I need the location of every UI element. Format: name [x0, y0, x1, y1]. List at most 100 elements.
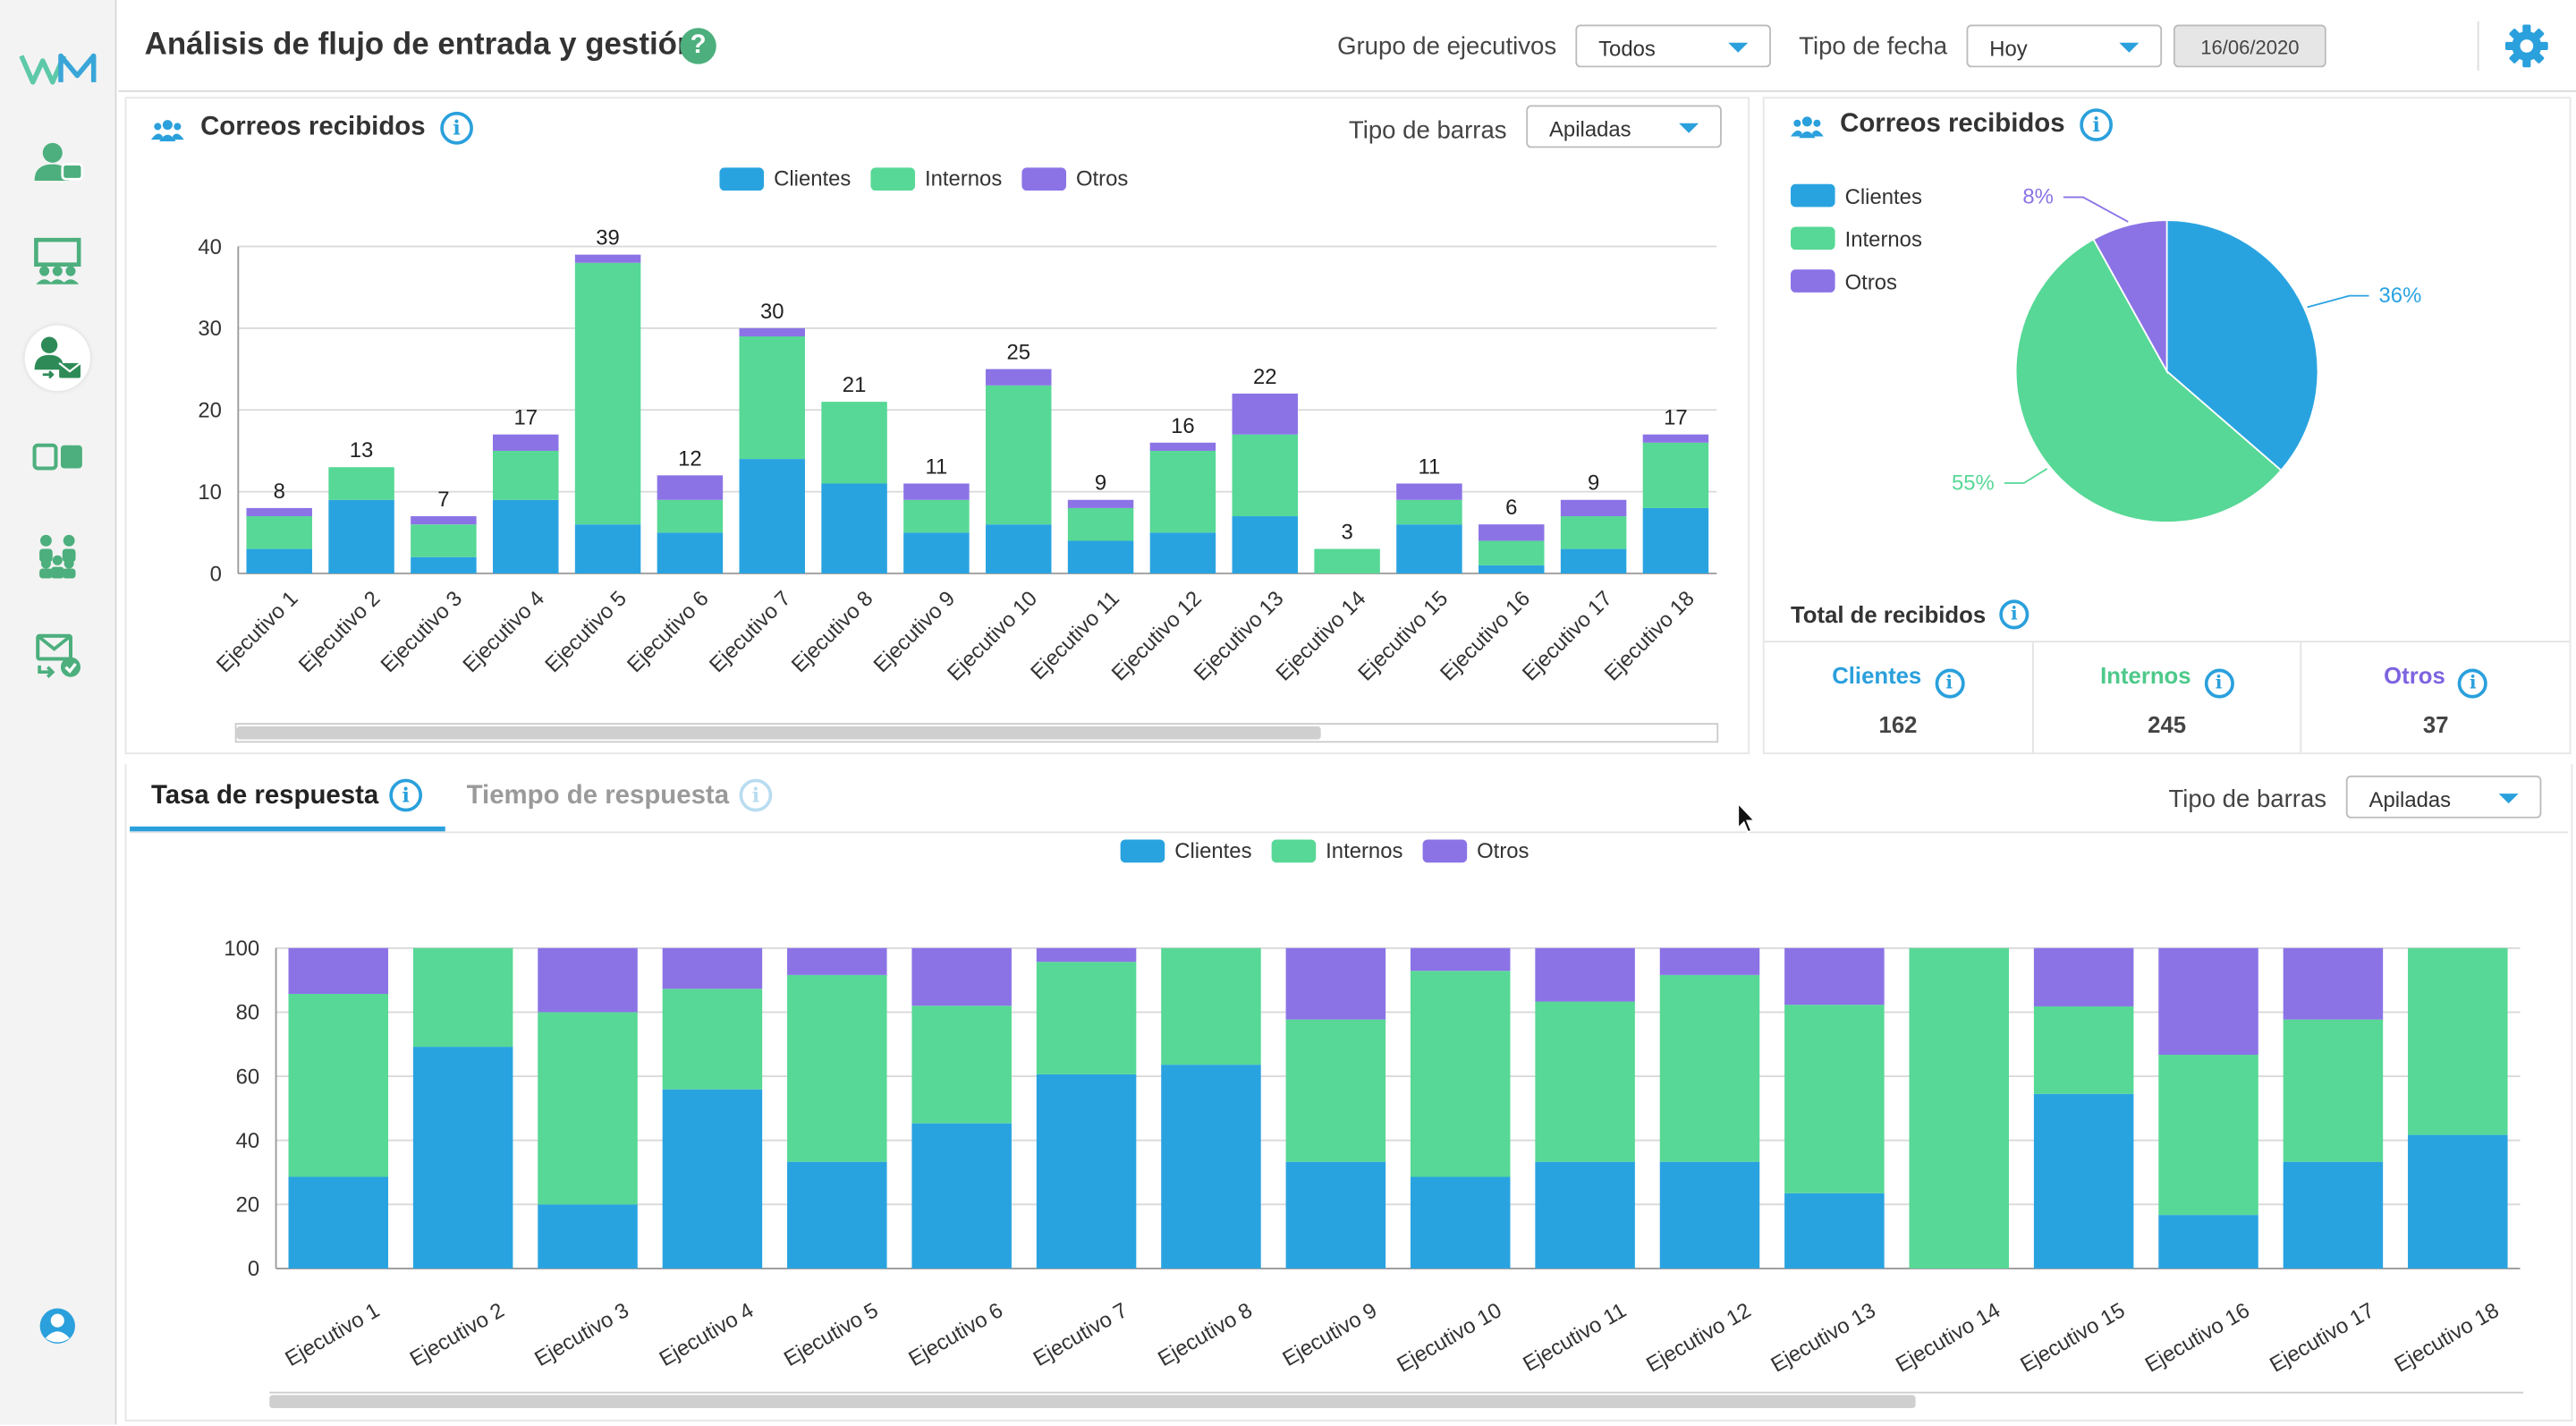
- bar-segment-internos[interactable]: [1232, 434, 1298, 517]
- legend-item-clientes[interactable]: Clientes: [1791, 174, 1922, 217]
- bar-segment-internos[interactable]: [1659, 974, 1760, 1162]
- info-icon[interactable]: i: [389, 778, 423, 812]
- bar-segment-clientes[interactable]: [1036, 1074, 1137, 1269]
- response-chart-scrollbar[interactable]: [269, 1391, 2524, 1412]
- bar-segment-otros[interactable]: [2158, 947, 2258, 1056]
- bar-segment-internos[interactable]: [1642, 442, 1709, 508]
- bar-segment-clientes[interactable]: [2408, 1134, 2508, 1269]
- bar-segment-clientes[interactable]: [2033, 1093, 2134, 1269]
- info-icon[interactable]: i: [1934, 668, 1964, 699]
- bar-segment-internos[interactable]: [2283, 1019, 2384, 1162]
- bar-segment-otros[interactable]: [288, 947, 389, 994]
- info-icon[interactable]: i: [2080, 108, 2113, 141]
- bar-segment-internos[interactable]: [2033, 1006, 2134, 1094]
- info-icon[interactable]: i: [1999, 599, 2029, 630]
- info-icon[interactable]: i: [739, 778, 773, 812]
- bar-segment-clientes[interactable]: [1285, 1161, 1386, 1269]
- bar-segment-internos[interactable]: [1410, 971, 1511, 1177]
- executive-group-select[interactable]: Todos: [1575, 24, 1771, 68]
- pie-slice-clientes[interactable]: [2165, 219, 2319, 472]
- bar-segment-clientes[interactable]: [493, 499, 559, 574]
- bar-segment-otros[interactable]: [903, 483, 970, 500]
- bar-type-select[interactable]: Apiladas: [1526, 105, 1722, 149]
- info-icon[interactable]: i: [2458, 668, 2488, 699]
- bar-segment-otros[interactable]: [411, 516, 477, 525]
- bar-segment-internos[interactable]: [1314, 548, 1380, 574]
- gear-icon[interactable]: [2504, 23, 2549, 69]
- bar-segment-otros[interactable]: [1642, 434, 1709, 443]
- bar-segment-internos[interactable]: [787, 974, 887, 1162]
- legend-item-clientes[interactable]: Clientes: [719, 166, 851, 191]
- bar-segment-otros[interactable]: [574, 254, 641, 263]
- legend-item-internos[interactable]: Internos: [870, 166, 1002, 191]
- bar-segment-otros[interactable]: [493, 434, 559, 451]
- sidebar-item-team[interactable]: [25, 522, 90, 588]
- scrollbar-thumb[interactable]: [236, 726, 1321, 740]
- bar-segment-otros[interactable]: [1784, 947, 1885, 1006]
- bar-segment-clientes[interactable]: [1396, 524, 1462, 574]
- legend-item-otros[interactable]: Otros: [1021, 166, 1128, 191]
- date-type-select[interactable]: Hoy: [1966, 24, 2163, 68]
- bar-segment-internos[interactable]: [903, 499, 970, 533]
- bar-segment-clientes[interactable]: [2283, 1161, 2384, 1269]
- bar-segment-internos[interactable]: [411, 524, 477, 557]
- bar-segment-clientes[interactable]: [1410, 1176, 1511, 1269]
- bar-segment-otros[interactable]: [657, 475, 724, 500]
- bar-segment-otros[interactable]: [662, 947, 763, 989]
- bar-segment-otros[interactable]: [986, 369, 1052, 386]
- bar-segment-clientes[interactable]: [903, 532, 970, 574]
- date-field[interactable]: 16/06/2020: [2173, 24, 2326, 68]
- bar-segment-otros[interactable]: [1149, 442, 1216, 451]
- bar-segment-clientes[interactable]: [1479, 564, 1545, 574]
- bar-segment-otros[interactable]: [787, 947, 887, 975]
- bar-segment-clientes[interactable]: [821, 483, 887, 574]
- bar-segment-internos[interactable]: [821, 402, 887, 484]
- legend-item-internos[interactable]: Internos: [1791, 216, 1922, 259]
- bar-segment-otros[interactable]: [1560, 499, 1627, 517]
- bar-segment-clientes[interactable]: [411, 556, 477, 574]
- bar-segment-clientes[interactable]: [1067, 540, 1134, 574]
- bottom-bar-type-select[interactable]: Apiladas: [2345, 775, 2542, 819]
- sidebar-user-profile[interactable]: [25, 1293, 90, 1358]
- bar-segment-clientes[interactable]: [1535, 1161, 1635, 1269]
- bar-segment-clientes[interactable]: [412, 1047, 513, 1269]
- bar-segment-internos[interactable]: [2158, 1055, 2258, 1216]
- bar-segment-internos[interactable]: [412, 947, 513, 1048]
- bar-segment-otros[interactable]: [1232, 393, 1298, 435]
- bar-segment-internos[interactable]: [493, 450, 559, 500]
- bar-segment-internos[interactable]: [246, 516, 312, 549]
- bar-segment-clientes[interactable]: [657, 532, 724, 574]
- bar-segment-internos[interactable]: [1909, 947, 2010, 1269]
- bar-segment-otros[interactable]: [246, 507, 312, 517]
- bar-segment-otros[interactable]: [538, 947, 638, 1013]
- legend-item-otros[interactable]: Otros: [1791, 259, 1922, 302]
- bar-segment-clientes[interactable]: [1149, 532, 1216, 574]
- bar-segment-clientes[interactable]: [986, 524, 1052, 574]
- bar-segment-internos[interactable]: [1285, 1019, 1386, 1162]
- bar-segment-otros[interactable]: [911, 947, 1012, 1006]
- bar-segment-internos[interactable]: [1560, 516, 1627, 549]
- bar-segment-clientes[interactable]: [1232, 516, 1298, 574]
- bar-segment-clientes[interactable]: [574, 524, 641, 574]
- bar-segment-otros[interactable]: [2033, 947, 2134, 1006]
- bar-segment-clientes[interactable]: [538, 1204, 638, 1269]
- bar-segment-otros[interactable]: [739, 327, 805, 337]
- bar-segment-clientes[interactable]: [911, 1123, 1012, 1269]
- legend-item-otros[interactable]: Otros: [1422, 838, 1530, 862]
- bar-segment-internos[interactable]: [2408, 947, 2508, 1135]
- sidebar-item-presentation[interactable]: [25, 228, 90, 293]
- bar-segment-internos[interactable]: [574, 262, 641, 525]
- bar-segment-internos[interactable]: [1479, 540, 1545, 565]
- bar-segment-clientes[interactable]: [1642, 507, 1709, 574]
- bar-segment-otros[interactable]: [1036, 947, 1137, 963]
- bar-segment-internos[interactable]: [657, 499, 724, 533]
- bar-segment-internos[interactable]: [1036, 962, 1137, 1074]
- tab-response-time[interactable]: Tiempo de respuesta: [466, 782, 730, 811]
- bar-segment-clientes[interactable]: [739, 459, 805, 574]
- bar-segment-clientes[interactable]: [787, 1161, 887, 1269]
- bar-segment-internos[interactable]: [1784, 1005, 1885, 1193]
- bar-segment-internos[interactable]: [328, 467, 394, 500]
- tab-response-rate[interactable]: Tasa de respuesta: [150, 782, 379, 811]
- bar-segment-internos[interactable]: [911, 1006, 1012, 1124]
- info-icon[interactable]: i: [2204, 668, 2234, 699]
